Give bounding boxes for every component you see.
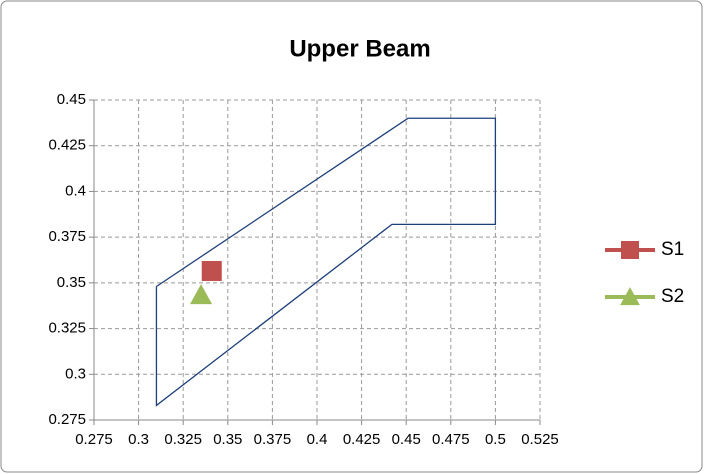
point (190, 284, 213, 305)
legend-label: S1 (661, 239, 684, 260)
x-tick-label: 0.45 (392, 431, 421, 448)
x-tick-label: 0.375 (254, 431, 292, 448)
y-tick-label: 0.4 (65, 182, 86, 199)
y-tick-label: 0.275 (48, 411, 86, 428)
y-tick-label: 0.325 (48, 320, 86, 337)
legend-label: S2 (661, 286, 684, 307)
x-tick-label: 0.525 (521, 431, 559, 448)
y-tick-label: 0.45 (57, 91, 86, 108)
y-tick-label: 0.375 (48, 228, 86, 245)
boundary-line (155, 117, 497, 407)
chart-title: Upper Beam (289, 35, 430, 62)
x-tick-label: 0.475 (432, 431, 470, 448)
x-tick-label: 0.425 (343, 431, 381, 448)
legend-marker (620, 287, 640, 306)
legend-marker (621, 241, 639, 259)
x-tick-label: 0.35 (213, 431, 242, 448)
y-tick-label: 0.35 (57, 274, 86, 291)
y-tick-label: 0.3 (65, 365, 86, 382)
x-tick-label: 0.4 (307, 431, 328, 448)
point (201, 260, 222, 281)
y-tick-label: 0.425 (48, 137, 86, 154)
x-tick-label: 0.325 (164, 431, 202, 448)
x-tick-label: 0.275 (75, 431, 113, 448)
x-tick-label: 0.3 (128, 431, 149, 448)
x-tick-label: 0.5 (485, 431, 506, 448)
